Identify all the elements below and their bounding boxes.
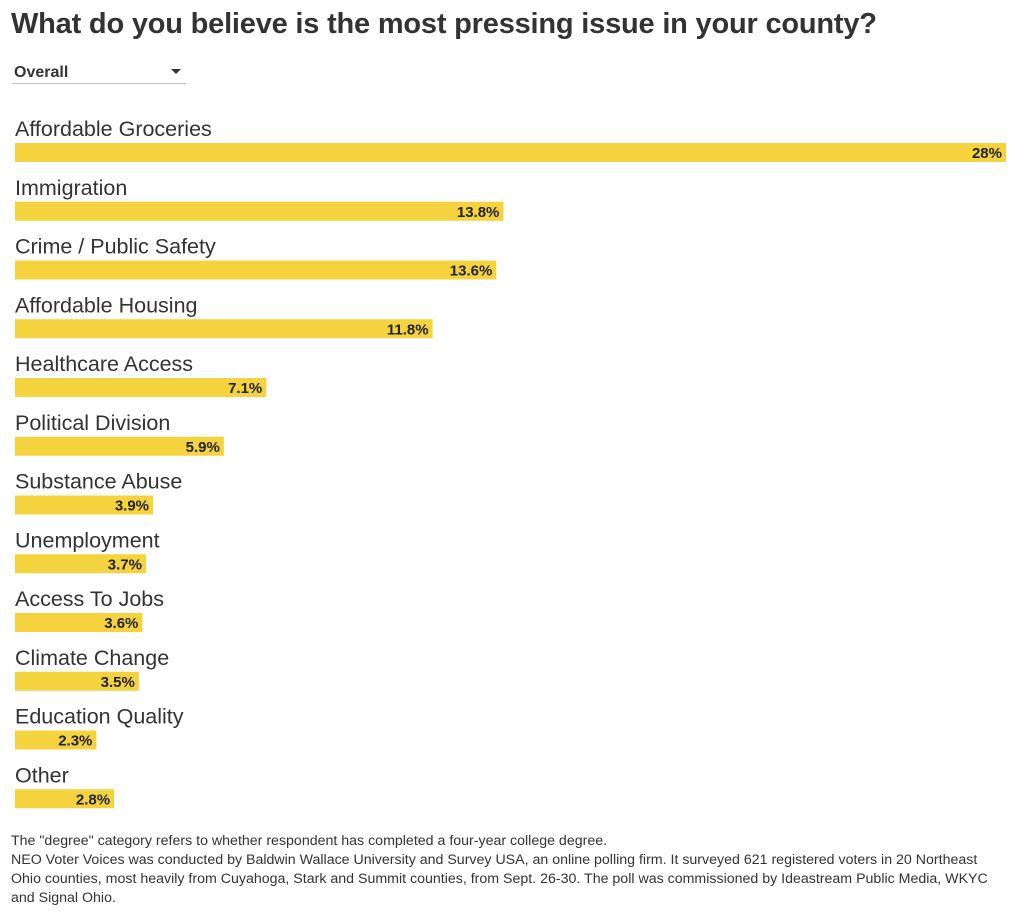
- category-label: Affordable Housing: [15, 293, 197, 317]
- bar-chart: Affordable Groceries 28% Immigration 13.8% C…: [15, 117, 1006, 809]
- bar: [15, 143, 1006, 162]
- bar: [15, 201, 504, 221]
- value-label: 5.9%: [186, 439, 220, 456]
- value-label: 7.1%: [228, 380, 262, 397]
- category-label: Access To Jobs: [15, 587, 164, 611]
- filter-dropdown[interactable]: Overall: [12, 62, 186, 84]
- bar: [15, 789, 115, 809]
- value-label: 11.8%: [387, 321, 429, 338]
- category-label: Substance Abuse: [15, 470, 182, 494]
- filter-selected-label: Overall: [14, 64, 69, 81]
- bar-row: Other 2.8%: [15, 763, 115, 809]
- category-label: Unemployment: [15, 528, 160, 552]
- chevron-down-icon: [171, 69, 181, 74]
- bar: [15, 436, 224, 456]
- category-label: Climate Change: [15, 646, 169, 670]
- value-label: 3.9%: [115, 498, 149, 515]
- bar-row: Healthcare Access 7.1%: [15, 352, 267, 397]
- category-label: Education Quality: [15, 705, 184, 729]
- bar: [15, 495, 154, 515]
- value-label: 3.6%: [104, 615, 138, 632]
- bar-row: Immigration 13.8%: [15, 176, 504, 221]
- footnote-degree: The "degree" category refers to whether …: [11, 833, 608, 849]
- bar-row: Access To Jobs 3.6%: [15, 587, 164, 632]
- bar: [15, 378, 267, 397]
- page-title: What do you believe is the most pressing…: [11, 8, 877, 40]
- value-label: 3.5%: [101, 674, 135, 691]
- bar-row: Unemployment 3.7%: [15, 528, 160, 574]
- category-label: Healthcare Access: [15, 352, 193, 376]
- value-label: 3.7%: [108, 556, 142, 573]
- value-label: 2.8%: [76, 791, 110, 808]
- bar: [15, 319, 433, 339]
- footnote: The "degree" category refers to whether …: [11, 832, 1001, 908]
- bar: [15, 260, 497, 280]
- bar: [15, 730, 97, 750]
- category-label: Affordable Groceries: [15, 117, 212, 141]
- bar-row: Climate Change 3.5%: [15, 646, 169, 691]
- bar-row: Crime / Public Safety 13.6%: [15, 235, 497, 280]
- bar-row: Affordable Housing 11.8%: [15, 293, 433, 339]
- category-label: Immigration: [15, 176, 127, 200]
- bar-row: Substance Abuse 3.9%: [15, 470, 182, 515]
- bar: [15, 554, 146, 574]
- category-label: Other: [15, 763, 69, 787]
- bar: [15, 613, 143, 632]
- category-label: Political Division: [15, 411, 170, 435]
- category-label: Crime / Public Safety: [15, 235, 216, 259]
- bar-row: Affordable Groceries 28%: [15, 117, 1006, 162]
- value-label: 2.3%: [58, 733, 92, 750]
- value-label: 13.8%: [457, 204, 500, 221]
- bar: [15, 671, 139, 691]
- bar-row: Political Division 5.9%: [15, 411, 224, 456]
- bar-row: Education Quality 2.3%: [15, 705, 184, 750]
- footnote-methodology: NEO Voter Voices was conducted by Baldwi…: [11, 852, 988, 906]
- value-label: 13.6%: [450, 263, 493, 280]
- value-label: 28%: [972, 145, 1002, 162]
